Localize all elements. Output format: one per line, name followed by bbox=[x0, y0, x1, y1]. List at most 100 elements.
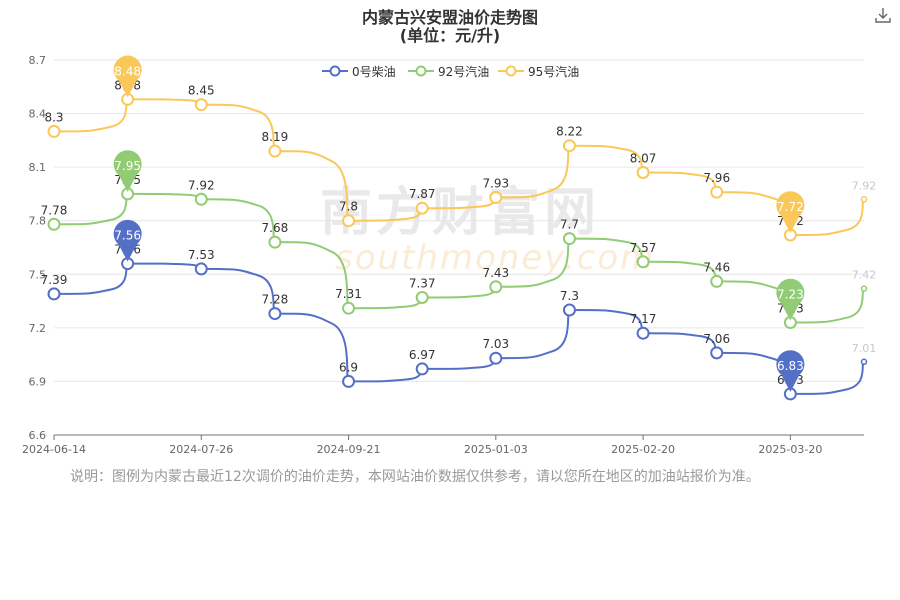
max-pin: 7.95 bbox=[113, 150, 142, 192]
data-point bbox=[194, 98, 208, 112]
pin-shape bbox=[776, 278, 805, 321]
pin-label: 7.23 bbox=[777, 288, 804, 302]
data-point bbox=[636, 326, 650, 340]
end-label: 7.92 bbox=[852, 179, 877, 192]
legend-label: 0号柴油 bbox=[352, 64, 396, 79]
data-point bbox=[636, 255, 650, 269]
y-tick-label: 7.5 bbox=[29, 268, 47, 281]
end-point bbox=[860, 358, 868, 366]
data-label: 7.7 bbox=[560, 218, 579, 232]
data-label: 7.37 bbox=[409, 277, 436, 291]
data-label: 7.53 bbox=[188, 248, 215, 262]
data-point bbox=[342, 374, 356, 388]
chart-title: 内蒙古兴安盟油价走势图 bbox=[361, 8, 538, 27]
pin-label: 8.48 bbox=[114, 64, 141, 78]
data-point bbox=[342, 301, 356, 315]
min-pin: 6.83 bbox=[776, 350, 805, 392]
pin-shape bbox=[776, 191, 805, 233]
legend-marker-icon bbox=[408, 65, 434, 77]
y-tick-label: 8.7 bbox=[29, 54, 47, 67]
data-point bbox=[342, 214, 356, 228]
end-label: 7.01 bbox=[852, 342, 877, 355]
data-point bbox=[415, 201, 429, 215]
data-label: 7.8 bbox=[339, 200, 358, 214]
max-pin: 8.48 bbox=[113, 55, 142, 98]
data-point bbox=[489, 280, 503, 294]
pin-shape bbox=[113, 150, 142, 192]
y-tick-label: 8.4 bbox=[29, 108, 47, 121]
data-label: 6.97 bbox=[409, 348, 436, 362]
data-point bbox=[194, 262, 208, 276]
x-tick-label: 2025-01-03 bbox=[464, 443, 528, 456]
data-point bbox=[47, 217, 61, 231]
pin-label: 7.56 bbox=[114, 229, 141, 243]
data-label: 7.78 bbox=[41, 203, 68, 217]
axes: 6.6 6.9 7.2 7.5 7.8 8.1 8.4 8.7 2024-06-14 2024-0… bbox=[22, 54, 864, 456]
x-tick-label: 2024-06-14 bbox=[22, 443, 86, 456]
data-point bbox=[415, 362, 429, 376]
pin-shape bbox=[113, 219, 142, 262]
legend-item-gasoline-95[interactable]: 95号汽油 bbox=[498, 62, 579, 80]
data-label: 8.19 bbox=[262, 130, 289, 144]
data-label: 7.68 bbox=[262, 221, 289, 235]
x-tick-label: 2025-02-20 bbox=[611, 443, 675, 456]
x-tick-label: 2024-07-26 bbox=[169, 443, 233, 456]
data-point bbox=[268, 144, 282, 158]
legend-label: 92号汽油 bbox=[438, 64, 490, 79]
watermark-cn: 南方财富网 bbox=[320, 183, 601, 243]
data-label: 8.45 bbox=[188, 84, 215, 98]
series-line bbox=[53, 192, 865, 324]
x-tick-label: 2024-09-21 bbox=[317, 443, 381, 456]
legend-item-gasoline-92[interactable]: 92号汽油 bbox=[408, 62, 489, 80]
legend-marker-icon bbox=[498, 65, 524, 77]
y-tick-label: 8.1 bbox=[29, 161, 47, 174]
data-point bbox=[489, 351, 503, 365]
data-label: 7.93 bbox=[482, 177, 509, 191]
data-label: 7.28 bbox=[262, 293, 289, 307]
data-point bbox=[636, 166, 650, 179]
pin-shape bbox=[113, 55, 142, 98]
min-pin: 7.72 bbox=[776, 191, 805, 233]
data-point bbox=[47, 287, 61, 301]
data-point bbox=[268, 307, 282, 321]
data-point bbox=[562, 303, 576, 317]
data-label: 7.96 bbox=[703, 171, 730, 185]
data-point bbox=[562, 139, 576, 153]
footnote: 说明：图例为内蒙古最近12次调价的油价走势，本网站油价数据仅供参考，请以您所在地… bbox=[70, 469, 760, 485]
data-label: 7.06 bbox=[703, 332, 730, 346]
end-label: 7.42 bbox=[852, 269, 877, 282]
legend-marker-icon bbox=[322, 65, 348, 77]
data-label: 7.87 bbox=[409, 187, 436, 201]
data-point bbox=[710, 274, 724, 288]
data-label: 6.9 bbox=[339, 360, 358, 374]
min-pin: 7.23 bbox=[776, 278, 805, 321]
watermark-en: southmoney.com bbox=[335, 238, 656, 278]
y-tick-label: 6.6 bbox=[29, 429, 47, 442]
data-label: 7.39 bbox=[41, 273, 68, 287]
grid-lines bbox=[54, 59, 864, 382]
y-tick-label: 7.2 bbox=[29, 322, 47, 335]
download-icon[interactable] bbox=[874, 6, 892, 24]
pin-label: 7.95 bbox=[114, 159, 141, 173]
chart-subtitle: (单位：元/升) bbox=[399, 26, 501, 45]
end-point bbox=[860, 196, 868, 203]
data-point bbox=[710, 185, 724, 199]
x-tick-label: 2025-03-20 bbox=[758, 443, 822, 456]
legend-label: 95号汽油 bbox=[528, 64, 580, 79]
data-label: 8.3 bbox=[44, 110, 63, 124]
legend-item-diesel-0[interactable]: 0号柴油 bbox=[322, 62, 396, 80]
data-point bbox=[710, 346, 724, 360]
data-label: 7.57 bbox=[630, 241, 657, 255]
data-point bbox=[47, 124, 61, 138]
series-line bbox=[53, 262, 865, 395]
data-point bbox=[415, 291, 429, 304]
y-tick-label: 7.8 bbox=[29, 215, 47, 228]
data-label: 8.22 bbox=[556, 125, 583, 139]
pin-label: 6.83 bbox=[777, 359, 804, 373]
data-point bbox=[562, 232, 576, 246]
data-label: 7.3 bbox=[560, 289, 579, 303]
data-label: 7.92 bbox=[188, 178, 215, 192]
data-label: 7.03 bbox=[482, 337, 509, 351]
data-label: 8.07 bbox=[630, 152, 657, 166]
line-chart: 6.6 6.9 7.2 7.5 7.8 8.1 8.4 8.7 2024-06-14 2024-0… bbox=[22, 54, 877, 456]
